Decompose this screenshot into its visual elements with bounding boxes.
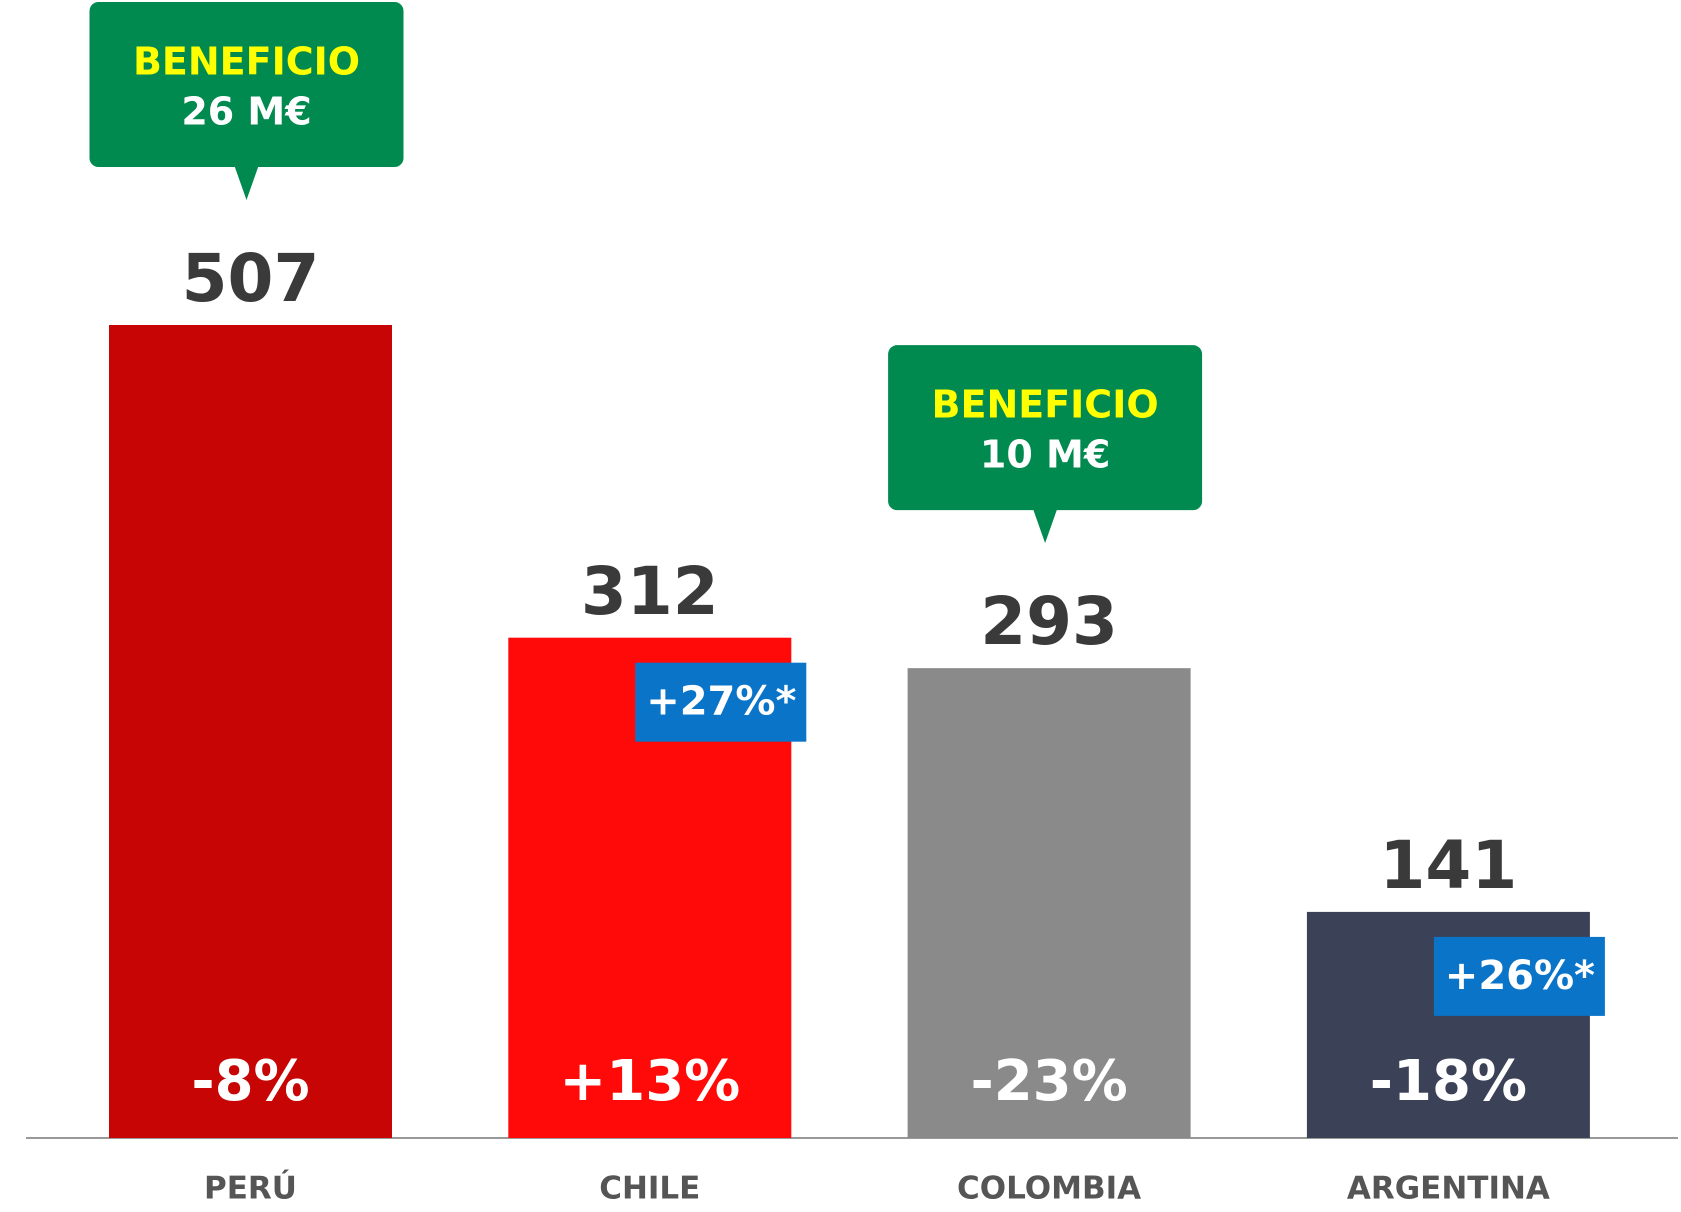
change-label: -18% [1370, 1049, 1527, 1114]
callout-pointer [234, 166, 259, 200]
value-label: 293 [980, 583, 1118, 660]
callout-text: 26 M€ [181, 90, 311, 134]
value-label: 507 [182, 240, 320, 317]
x-tick-label: COLOMBIA [957, 1171, 1141, 1207]
badge [635, 662, 807, 742]
callout-title: BENEFICIO [133, 40, 360, 84]
callout-pointer [1033, 509, 1058, 544]
change-label: +13% [559, 1049, 740, 1114]
callout-box [89, 2, 404, 167]
badge-label: +27%* [646, 679, 796, 725]
bar [109, 325, 392, 1138]
callout-title: BENEFICIO [932, 383, 1159, 427]
value-label: 141 [1380, 827, 1518, 904]
change-label: -23% [970, 1049, 1127, 1114]
x-tick-label: PERÚ [204, 1170, 297, 1207]
value-label: 312 [581, 553, 719, 630]
x-tick-label: ARGENTINA [1347, 1171, 1550, 1207]
callout-text: 10 M€ [980, 433, 1110, 477]
change-label: -8% [191, 1049, 309, 1114]
callout-box [888, 345, 1203, 511]
badge-label: +26%* [1445, 953, 1595, 999]
badge [1433, 936, 1605, 1016]
bar [907, 668, 1191, 1138]
x-tick-label: CHILE [599, 1171, 700, 1207]
